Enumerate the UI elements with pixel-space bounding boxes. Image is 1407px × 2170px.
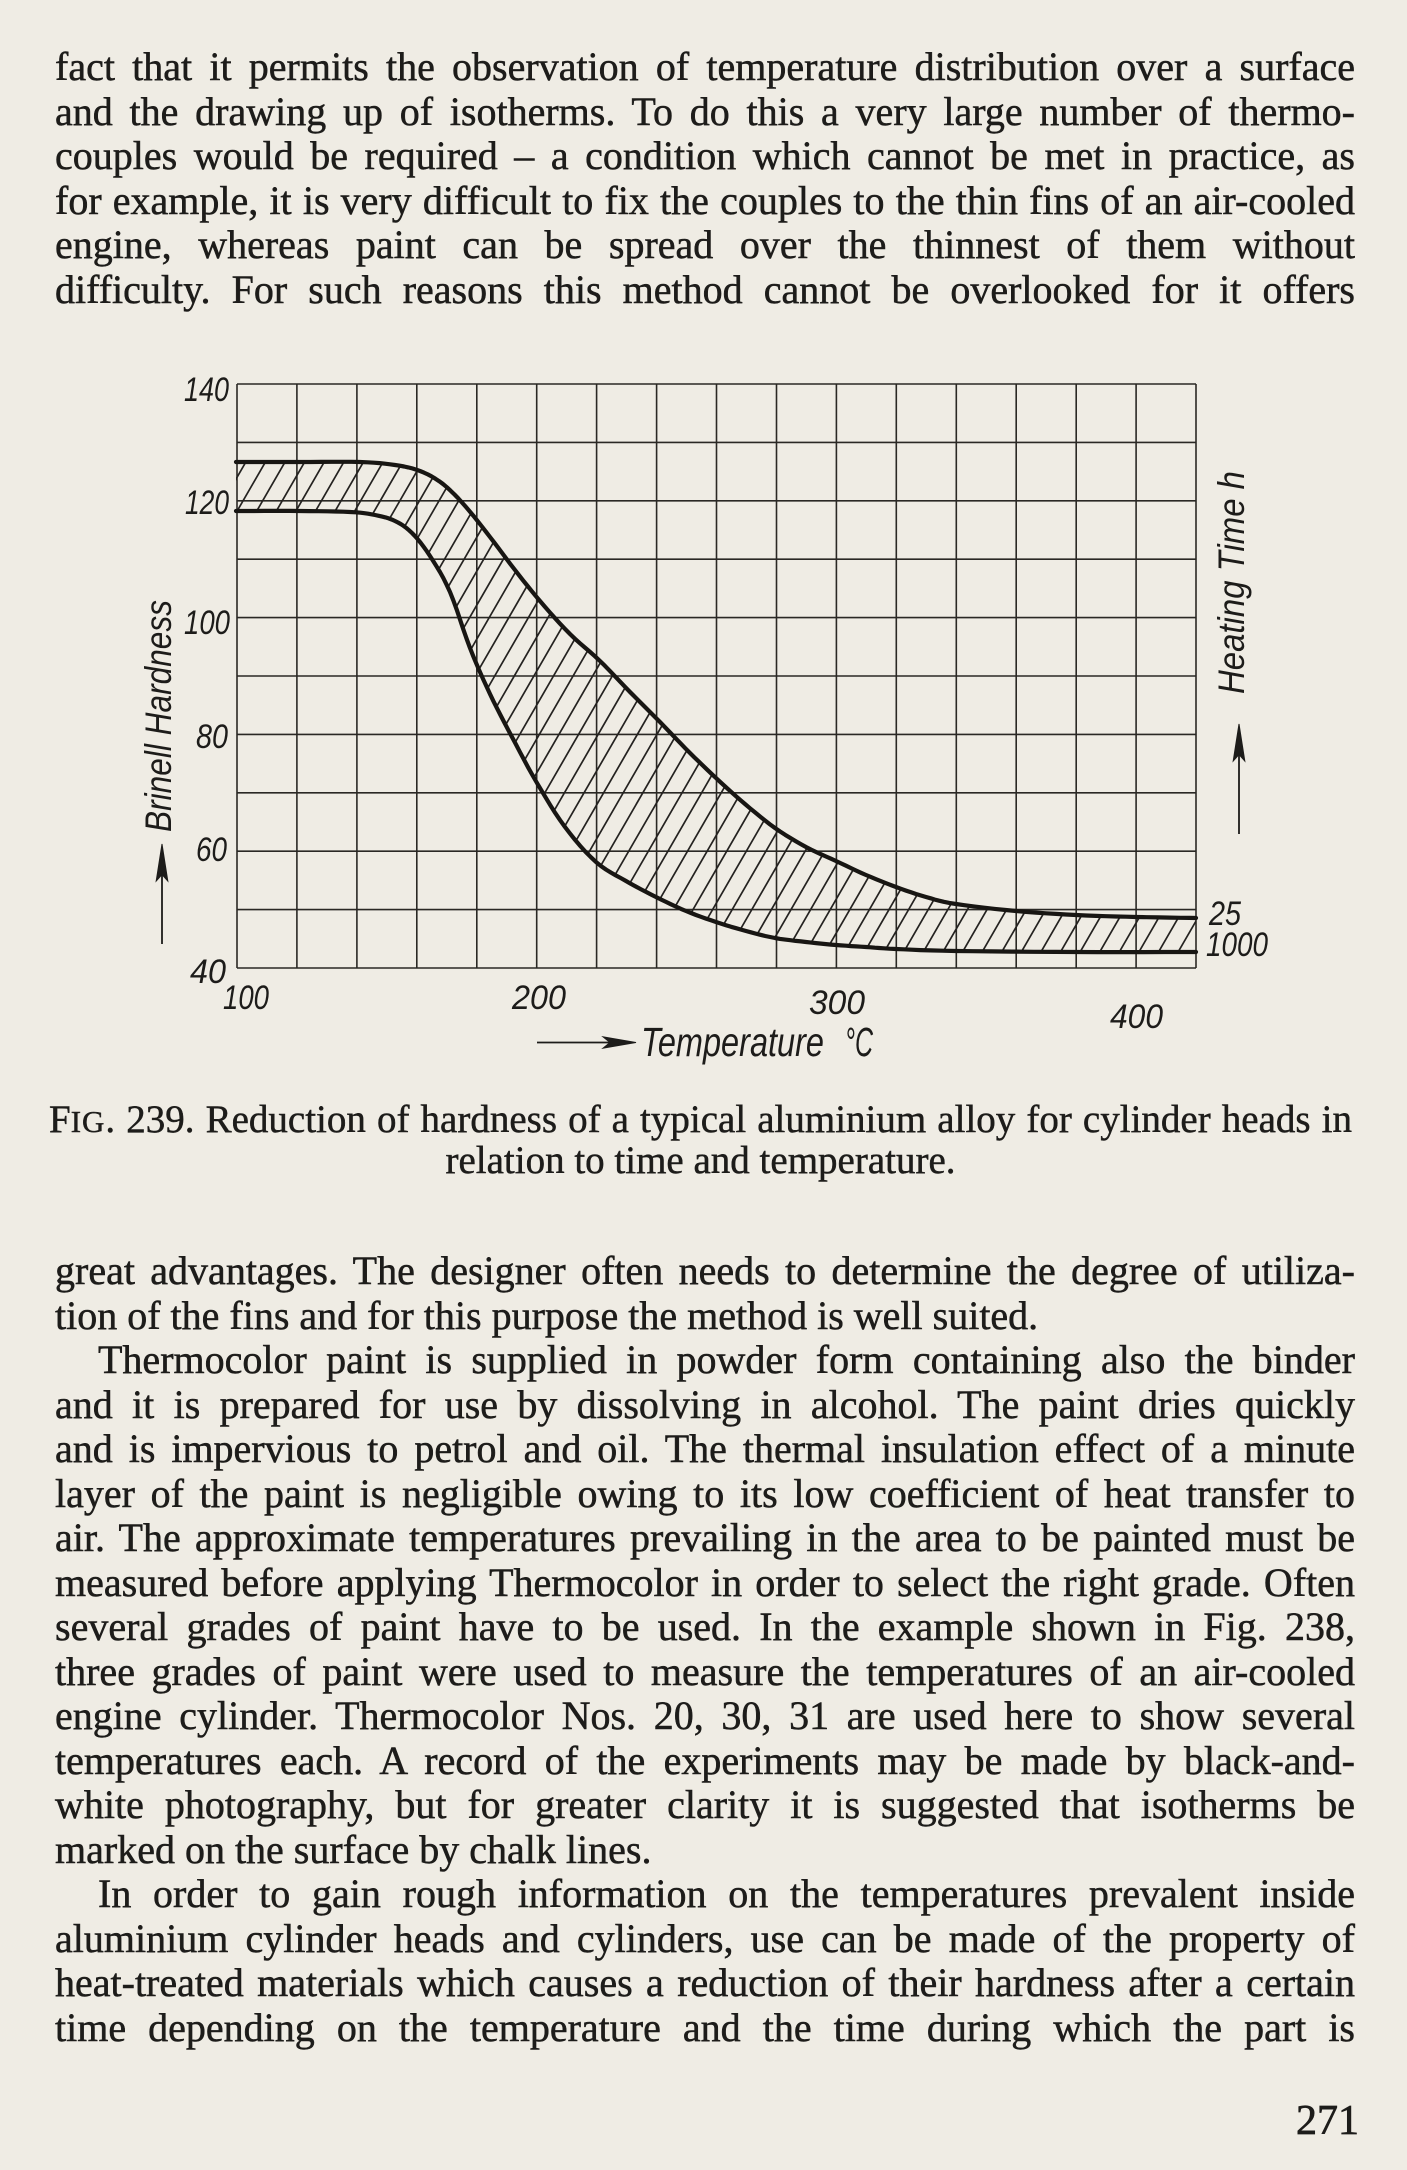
svg-text:100: 100 [184,604,230,642]
svg-text:120: 120 [185,484,229,522]
svg-text:Brinell Hardness: Brinell Hardness [138,600,179,832]
svg-text:400: 400 [1110,998,1163,1036]
svg-text:40: 40 [190,953,226,991]
svg-text:100: 100 [223,979,269,1017]
svg-text:60: 60 [196,831,227,869]
svg-text:Heating Time h: Heating Time h [1211,471,1252,694]
svg-text:140: 140 [184,371,229,409]
svg-text:°C: °C [845,1019,873,1065]
svg-text:1000: 1000 [1206,926,1268,964]
svg-text:25: 25 [1208,895,1241,933]
svg-text:Temperature: Temperature [641,1019,824,1065]
svg-text:80: 80 [196,718,228,756]
svg-text:200: 200 [511,979,566,1017]
svg-text:300: 300 [809,984,865,1022]
